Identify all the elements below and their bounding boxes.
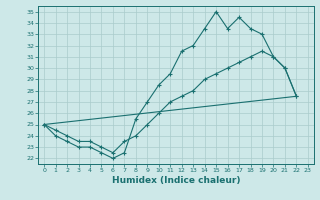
X-axis label: Humidex (Indice chaleur): Humidex (Indice chaleur) [112, 176, 240, 185]
